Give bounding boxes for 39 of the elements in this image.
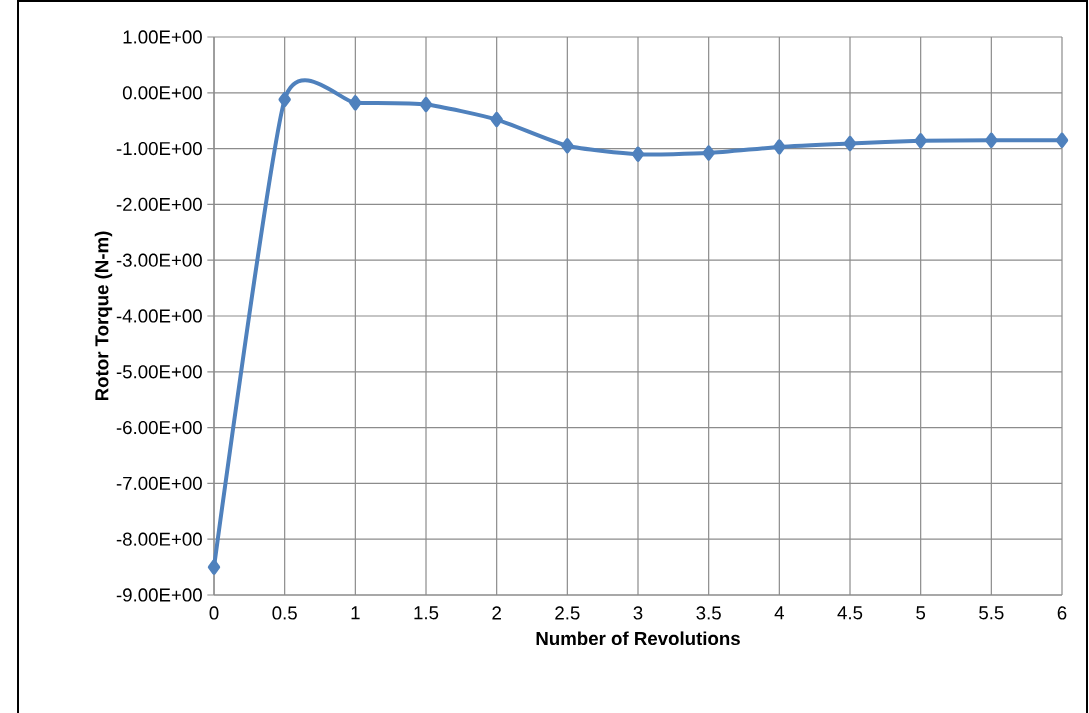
x-tick-label: 1 — [351, 606, 360, 620]
y-tick-label: -4.00E+00 — [116, 309, 202, 323]
y-tick-label: -2.00E+00 — [116, 197, 202, 211]
x-tick-label: 5 — [916, 606, 926, 620]
x-axis-title: Number of Revolutions — [536, 631, 740, 646]
x-tick-label: 3.5 — [696, 606, 721, 620]
x-tick-label: 2.5 — [555, 606, 580, 620]
point — [702, 145, 715, 161]
y-tick-label: 1.00E+00 — [123, 30, 202, 44]
point — [914, 133, 927, 149]
x-tick-label: 2 — [492, 606, 501, 620]
y-tick-label: -1.00E+00 — [116, 141, 202, 156]
point — [773, 139, 786, 155]
x-tick-label: 3 — [633, 606, 643, 620]
x-tick-label: 6 — [1057, 606, 1067, 620]
y-tick-label: -9.00E+00 — [116, 588, 202, 602]
point — [985, 132, 998, 148]
x-tick-label: 4.5 — [837, 606, 863, 620]
x-tick-label: 5.5 — [979, 606, 1004, 620]
x-tick-label: 4 — [774, 606, 784, 620]
point — [278, 91, 291, 108]
y-tick-label: -7.00E+00 — [116, 476, 202, 490]
point — [419, 96, 433, 113]
point — [349, 95, 362, 111]
point — [490, 111, 503, 128]
y-tick-label: -5.00E+00 — [116, 365, 202, 379]
point — [561, 138, 574, 154]
y-tick-label: -6.00E+00 — [116, 420, 202, 435]
point — [1055, 132, 1069, 148]
point — [843, 135, 857, 152]
point — [207, 559, 221, 575]
y-tick-label: -3.00E+00 — [116, 253, 202, 267]
y-axis-title: Rotor Torque (N-m) — [94, 231, 113, 401]
x-tick-label: 0 — [209, 606, 219, 620]
point — [631, 146, 645, 162]
y-tick-label: 0.00E+00 — [122, 86, 202, 100]
y-tick-label: -8.00E+00 — [116, 532, 202, 546]
x-tick-label: 1.5 — [414, 606, 439, 620]
x-tick-label: 0.5 — [272, 606, 297, 620]
